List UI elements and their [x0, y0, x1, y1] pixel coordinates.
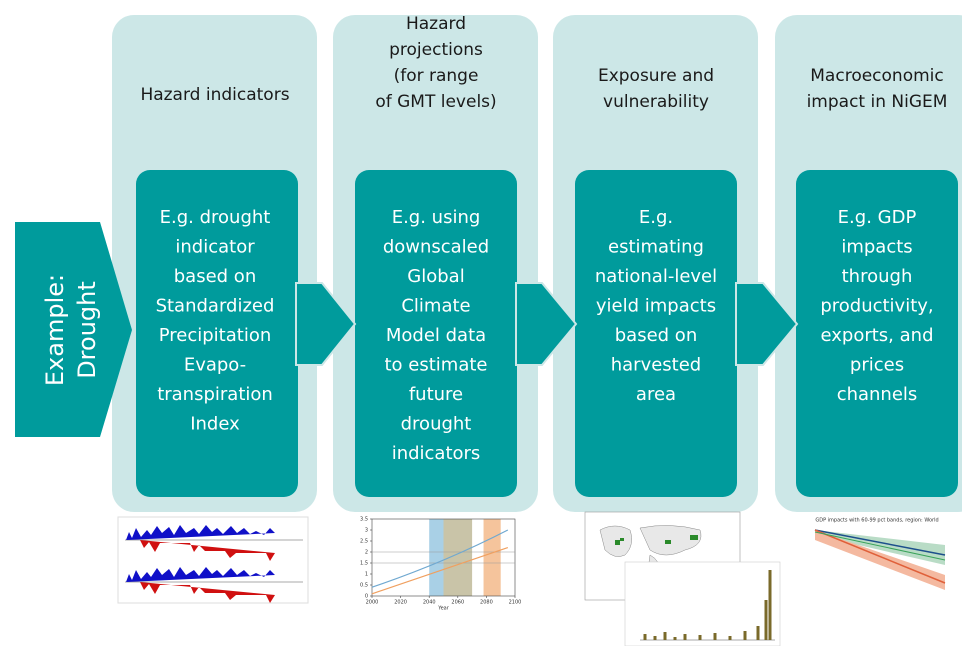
column-body: impacts — [841, 237, 912, 258]
boxes — [136, 170, 958, 497]
thumb-frame — [624, 561, 781, 647]
exposure-thumbnail — [584, 511, 781, 647]
highlight-band — [443, 519, 473, 596]
column-body: area — [636, 384, 676, 405]
column-body: channels — [837, 384, 918, 405]
box — [355, 170, 517, 497]
thumb-line — [814, 529, 946, 584]
x-tick-label: 2020 — [394, 600, 407, 606]
y-tick-label: 3.5 — [360, 517, 368, 523]
column-body: indicators — [392, 443, 481, 464]
projection-thumbnail: 0 0.5 1 1.5 2 2.5 3 3.5 2000 2020 2040 2060 2080 2100… — [345, 513, 521, 612]
column-body: national-level — [595, 266, 717, 287]
highlight-band — [429, 519, 447, 596]
column-body: indicator — [175, 237, 255, 258]
arrow — [515, 282, 578, 366]
y-tick-label: 0.5 — [360, 583, 368, 589]
x-axis-label: Year — [437, 606, 450, 612]
column-body: exports, and — [821, 325, 934, 346]
thumb-frame — [117, 516, 309, 604]
plot-frame — [371, 518, 516, 597]
y-tick-label: 3 — [365, 528, 368, 534]
column-body: yield impacts — [596, 296, 716, 317]
column-body: E.g. using — [392, 207, 481, 228]
column-body: through — [842, 266, 913, 287]
column-heading: Hazard indicators — [140, 85, 289, 105]
column-body: E.g. GDP — [838, 207, 917, 228]
column-heading: impact in NiGEM — [807, 92, 948, 112]
column-heading: projections — [389, 40, 483, 60]
thumb-line — [814, 529, 946, 556]
column-body: drought — [401, 414, 472, 435]
thumb-line — [814, 531, 946, 561]
box — [136, 170, 298, 497]
example-label: Drought — [73, 281, 101, 379]
column-body: downscaled — [383, 237, 489, 258]
column-body: Standardized — [156, 296, 275, 317]
thumb-map — [599, 525, 718, 579]
projection-curve — [371, 547, 509, 595]
spi-thumbnail — [117, 516, 309, 604]
box — [796, 170, 958, 497]
thumb-bars — [643, 570, 772, 640]
column-body: to estimate — [385, 355, 488, 376]
column-body: productivity, — [820, 296, 933, 317]
column-heading: of GMT levels) — [375, 92, 496, 112]
projection-curve — [371, 529, 509, 588]
thumb-series — [140, 582, 275, 603]
y-tick-label: 2 — [365, 550, 368, 556]
thumb-series — [126, 525, 275, 540]
thumb-band — [815, 530, 945, 590]
highlight-band — [483, 519, 501, 596]
column-body: based on — [174, 266, 256, 287]
gdp-title: GDP impacts with 60-99 pct bands, region… — [815, 518, 938, 524]
column-body: Index — [190, 414, 240, 435]
y-tick-label: 1 — [365, 572, 368, 578]
column-heading: Exposure and — [598, 66, 714, 86]
x-tick-label: 2040 — [423, 600, 436, 606]
column-heading: vulnerability — [603, 92, 709, 112]
column-body: E.g. — [639, 207, 673, 228]
arrows — [15, 222, 799, 437]
column-body: Precipitation — [159, 325, 272, 346]
y-tick-label: 2.5 — [360, 539, 368, 545]
column-body: transpiration — [157, 384, 273, 405]
y-tick-label: 0 — [365, 594, 368, 600]
example-arrow — [15, 222, 132, 437]
x-tick-label: 2000 — [366, 600, 379, 606]
arrow — [295, 282, 357, 366]
column-body: Model data — [386, 325, 486, 346]
column-body: future — [409, 384, 463, 405]
column-body: E.g. drought — [160, 207, 271, 228]
column-body: based on — [615, 325, 697, 346]
x-tick-label: 2100 — [509, 600, 522, 606]
column-body: Evapo- — [184, 355, 246, 376]
y-tick-label: 1.5 — [360, 561, 368, 567]
gdp-thumbnail: GDP impacts with 60-99 pct bands, region… — [800, 512, 955, 610]
column-body: prices — [850, 355, 904, 376]
box — [575, 170, 737, 497]
arrow — [735, 282, 799, 366]
x-tick-label: 2060 — [451, 600, 464, 606]
x-tick-label: 2080 — [480, 600, 493, 606]
example-label: Example: — [41, 274, 69, 386]
column-body: harvested — [611, 355, 702, 376]
column-heading: Macroeconomic — [810, 66, 943, 86]
thumb-series — [126, 567, 275, 582]
thumb-axis — [125, 539, 303, 583]
thumb-series — [140, 540, 275, 561]
column-body: Climate — [401, 296, 470, 317]
column-heading: (for range — [394, 66, 479, 86]
column-heading: Hazard — [406, 14, 466, 34]
column-body: estimating — [608, 237, 704, 258]
column-body: Global — [407, 266, 464, 287]
